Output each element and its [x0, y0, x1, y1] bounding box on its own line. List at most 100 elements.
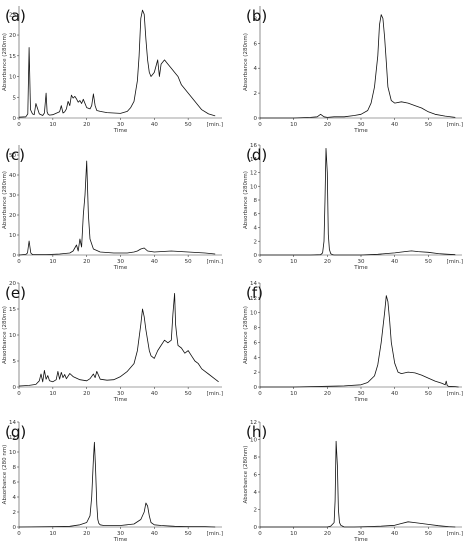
x-tick-label-e: 40	[151, 391, 158, 397]
x-tick-label-h: 30	[358, 531, 365, 537]
y-tick-label-a: 20	[9, 33, 16, 39]
y-tick-label-e: 15	[9, 307, 16, 313]
chromatogram-trace-f	[260, 295, 459, 388]
y-tick-label-c: 0	[13, 253, 17, 259]
chromatogram-trace-g	[18, 441, 216, 528]
x-tick-label-d: 10	[290, 259, 297, 265]
panel-h: 0 2 4 6 8 10 12 0 10 20 30 40 50 Time [min.] Absorbance…	[243, 420, 463, 543]
y-tick-label-e: 20	[9, 281, 16, 287]
y-tick-label-g: 6	[13, 480, 17, 486]
y-axis-label-b: Absorbance (280nm)	[243, 33, 249, 91]
x-tick-label-b: 30	[358, 122, 365, 128]
y-tick-label-d: 6	[254, 212, 258, 218]
y-axis-label-g: Absorbance (280 nm)	[2, 445, 8, 505]
chromatogram-trace-c	[18, 160, 216, 256]
chromatogram-trace-a	[18, 9, 216, 118]
x-tick-label-f: 10	[290, 391, 297, 397]
x-tick-label-g: 30	[117, 531, 124, 537]
y-tick-label-c: 30	[9, 193, 16, 199]
x-tick-label-a: 40	[151, 122, 158, 128]
y-tick-label-f: 8	[254, 326, 258, 332]
y-tick-label-h: 4	[254, 490, 258, 496]
x-tick-label-d: 30	[358, 259, 365, 265]
x-tick-label-d: 50	[425, 259, 432, 265]
x-tick-label-e: 10	[49, 391, 56, 397]
x-tick-label-h: 50	[425, 531, 432, 537]
panel-d: 0 2 4 6 8 10 12 14 16 0 10 20 30 40 50 Time [min.] Absorb…	[243, 143, 463, 271]
y-tick-label-d: 10	[250, 184, 257, 190]
x-tick-label-f: 50	[425, 391, 432, 397]
x-tick-label-e: 20	[83, 391, 90, 397]
x-tick-label-a: 50	[185, 122, 192, 128]
y-tick-label-b: 6	[254, 41, 258, 47]
x-tick-label-a: 10	[49, 122, 56, 128]
x-axis-label-g: Time	[113, 537, 128, 543]
panel-a: 0 5 10 15 20 25 0 10 20 30 40 50 Time [min.] Absorbanc…	[2, 6, 223, 134]
x-tick-label-h: 10	[290, 531, 297, 537]
x-tick-label-e: 30	[117, 391, 124, 397]
y-axis-label-d: Absorbance (280nm)	[243, 171, 249, 229]
x-tick-label-a: 30	[117, 122, 124, 128]
y-tick-label-g: 10	[9, 450, 16, 456]
y-tick-label-a: 0	[13, 116, 17, 122]
y-tick-label-h: 6	[254, 473, 258, 479]
y-tick-label-g: 0	[13, 525, 17, 531]
y-tick-label-g: 2	[13, 510, 17, 516]
y-tick-label-c: 50	[9, 153, 16, 159]
y-tick-label-b: 4	[254, 66, 258, 72]
x-tick-label-c: 10	[49, 259, 56, 265]
y-tick-label-g: 8	[13, 465, 17, 471]
y-axis-label-e: Absorbance (280nm)	[2, 306, 8, 364]
x-tick-label-e: 50	[185, 391, 192, 397]
y-tick-label-a: 25	[9, 12, 16, 18]
x-tick-label-d: 20	[324, 259, 331, 265]
y-axis-label-c: Absorbance (280nm)	[2, 171, 8, 229]
y-axis-label-a: Absorbance (280nm)	[2, 33, 8, 91]
x-unit-label-d: [min.]	[447, 259, 463, 265]
y-tick-label-c: 40	[9, 173, 16, 179]
y-tick-label-f: 4	[254, 355, 258, 361]
x-unit-label-f: [min.]	[447, 391, 463, 397]
y-tick-label-d: 14	[250, 157, 257, 163]
y-tick-label-d: 4	[254, 226, 258, 232]
y-tick-label-f: 14	[250, 281, 257, 287]
panel-label-g: (g)	[5, 423, 26, 441]
y-tick-label-c: 20	[9, 213, 16, 219]
x-axis-label-h: Time	[353, 537, 368, 543]
y-axis-label-f: Absorbance (280nm)	[243, 306, 249, 364]
y-tick-label-b: 0	[254, 116, 258, 122]
panel-b: 0 2 4 6 8 0 10 20 30 40 50 Time [min.] Absorbance (28…	[243, 6, 463, 134]
x-tick-label-f: 40	[391, 391, 398, 397]
x-tick-label-a: 20	[83, 122, 90, 128]
x-tick-label-g: 10	[49, 531, 56, 537]
x-unit-label-c: [min.]	[207, 259, 223, 265]
panel-label-e: (e)	[5, 284, 26, 302]
y-tick-label-a: 10	[9, 75, 16, 81]
x-tick-label-g: 0	[17, 531, 21, 537]
x-tick-label-e: 0	[17, 391, 21, 397]
y-tick-label-h: 10	[250, 438, 257, 444]
x-tick-label-h: 0	[258, 531, 262, 537]
y-tick-label-d: 0	[254, 253, 258, 259]
x-unit-label-g: [min.]	[207, 531, 223, 537]
y-tick-label-f: 0	[254, 385, 258, 391]
y-tick-label-d: 2	[254, 239, 258, 245]
x-axis-label-f: Time	[353, 397, 368, 403]
x-axis-label-c: Time	[113, 265, 128, 271]
x-tick-label-a: 0	[17, 122, 21, 128]
x-axis-label-b: Time	[353, 128, 368, 134]
x-tick-label-g: 50	[185, 531, 192, 537]
x-unit-label-h: [min.]	[447, 531, 463, 537]
x-tick-label-b: 40	[391, 122, 398, 128]
x-unit-label-a: [min.]	[207, 122, 223, 128]
x-axis-label-d: Time	[353, 265, 368, 271]
y-tick-label-f: 12	[250, 296, 257, 302]
y-tick-label-h: 8	[254, 455, 258, 461]
y-tick-label-h: 12	[250, 420, 257, 426]
y-tick-label-h: 2	[254, 508, 258, 514]
x-tick-label-f: 0	[258, 391, 262, 397]
panel-e: 0 5 10 15 20 0 10 20 30 40 50 Time [min.] Absorbance …	[2, 281, 223, 403]
x-tick-label-b: 50	[425, 122, 432, 128]
panel-label-c: (c)	[5, 146, 25, 164]
